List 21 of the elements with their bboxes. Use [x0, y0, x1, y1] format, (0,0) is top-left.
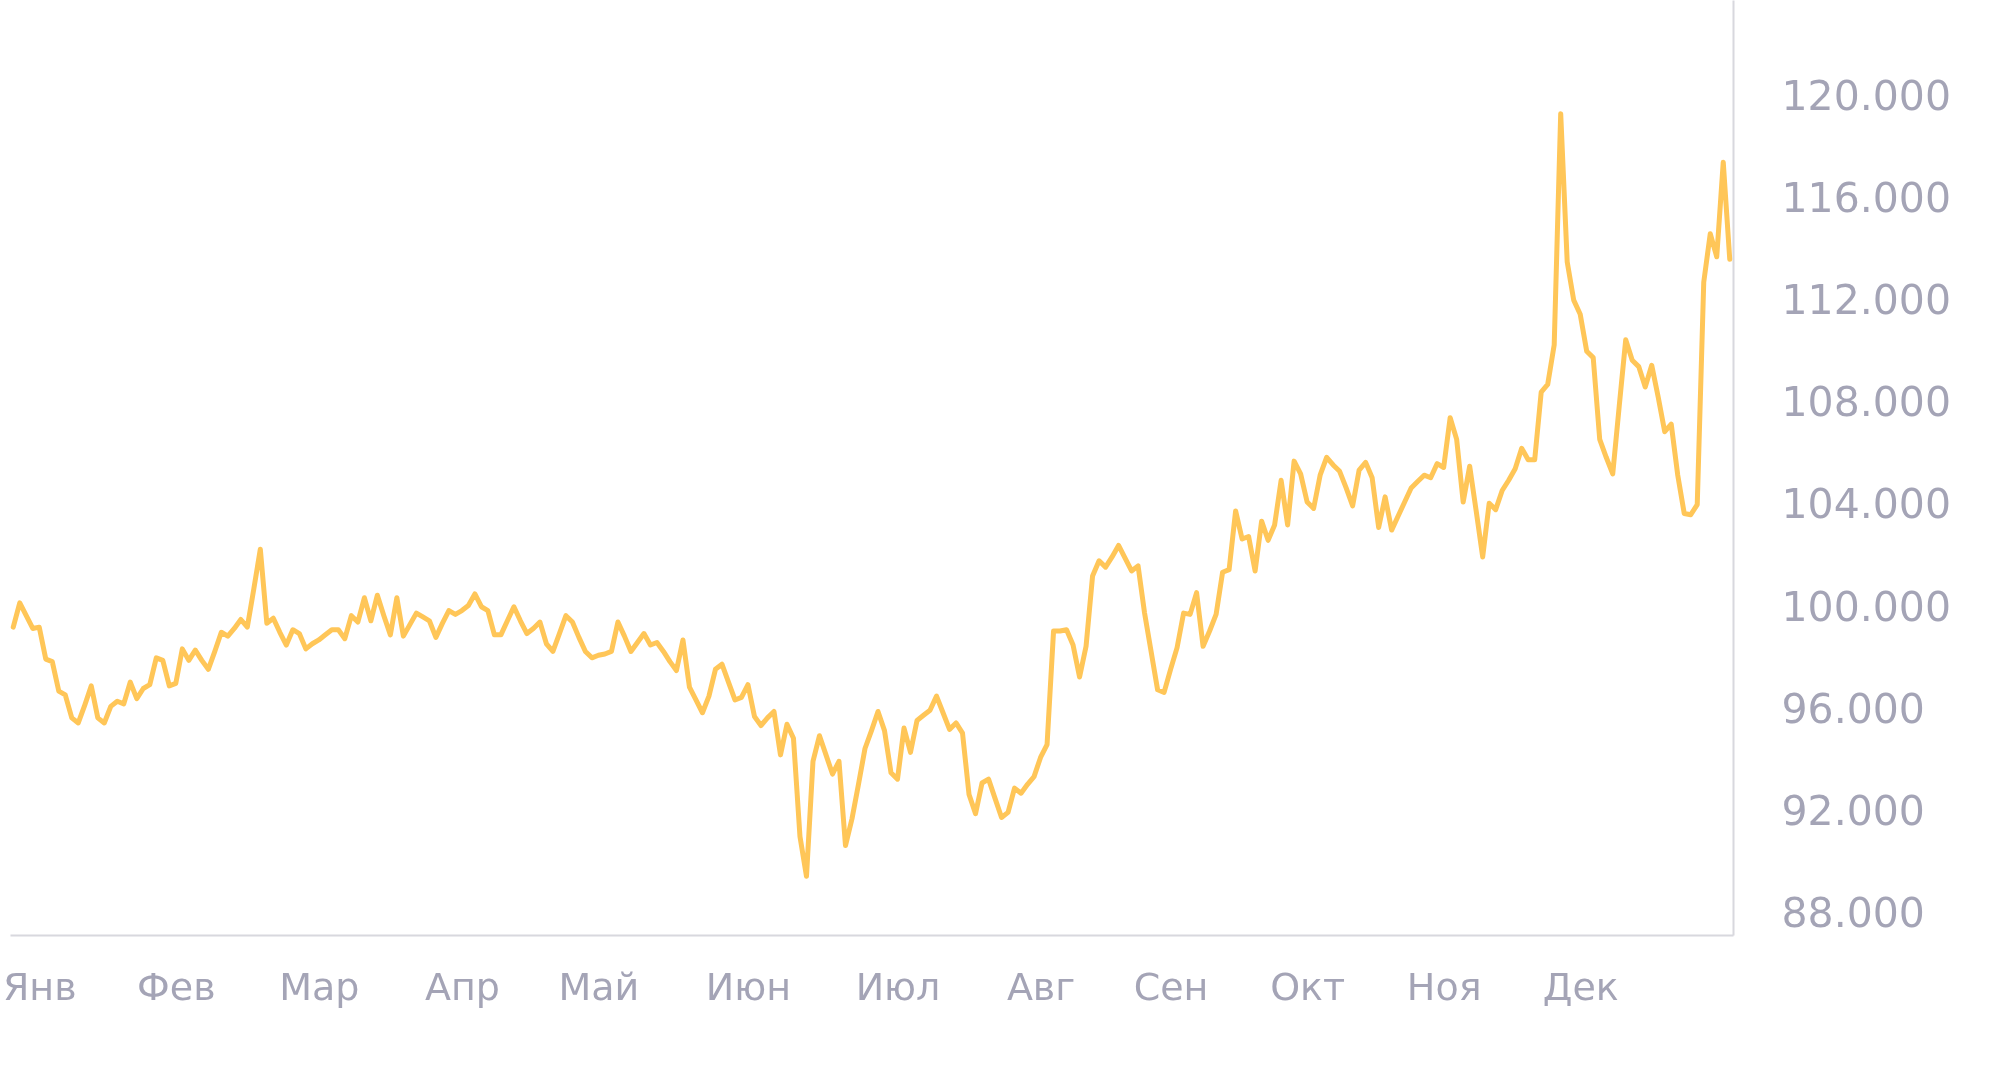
x-tick-label: Июн: [705, 964, 792, 1009]
x-tick-label: Май: [558, 964, 640, 1009]
x-tick-label: Окт: [1270, 964, 1346, 1009]
y-tick-label: 120.000: [1781, 71, 1952, 120]
x-tick-label: Июл: [855, 964, 941, 1009]
y-tick-label: 104.000: [1781, 480, 1952, 529]
x-tick-label: Авг: [1006, 964, 1076, 1009]
y-tick-label: 88.000: [1781, 889, 1925, 938]
x-tick-label: Апр: [424, 964, 500, 1009]
y-tick-label: 100.000: [1781, 582, 1952, 631]
x-tick-label: Дек: [1542, 964, 1619, 1009]
y-tick-label: 116.000: [1781, 173, 1952, 222]
x-tick-label: Сен: [1133, 964, 1209, 1009]
y-tick-label: 96.000: [1781, 684, 1925, 733]
y-tick-label: 92.000: [1781, 786, 1925, 835]
x-tick-label: Мар: [279, 964, 360, 1009]
x-tick-label: Фев: [137, 964, 216, 1009]
y-tick-label: 112.000: [1781, 275, 1952, 324]
x-tick-label: Ноя: [1406, 964, 1482, 1009]
x-tick-label: Янв: [2, 964, 77, 1009]
y-tick-label: 108.000: [1781, 378, 1952, 427]
